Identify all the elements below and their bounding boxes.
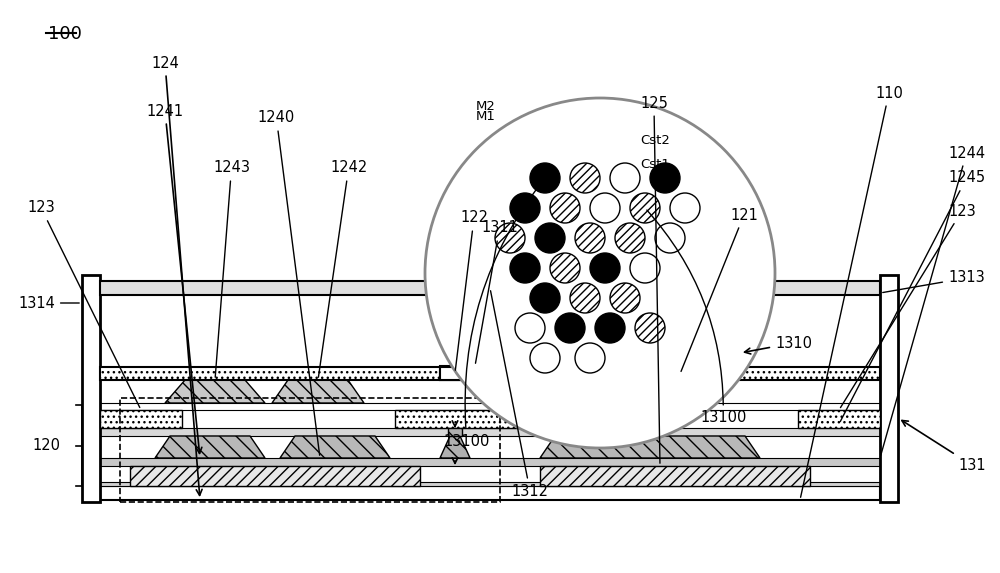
Circle shape [530, 343, 560, 373]
Circle shape [610, 163, 640, 193]
Bar [130, 466, 420, 486]
Circle shape [590, 193, 620, 223]
Bar [395, 410, 645, 428]
Bar [440, 366, 510, 380]
Circle shape [570, 163, 600, 193]
Text: 122: 122 [455, 210, 488, 370]
Bar [798, 410, 880, 428]
Text: 1314: 1314 [18, 296, 79, 311]
Text: 121: 121 [681, 207, 758, 371]
Circle shape [510, 253, 540, 283]
Circle shape [630, 193, 660, 223]
Text: M1: M1 [476, 111, 496, 124]
Circle shape [550, 253, 580, 283]
Text: 1313: 1313 [883, 270, 985, 293]
Text: M2: M2 [476, 100, 496, 113]
Polygon shape [272, 380, 364, 403]
Text: 100: 100 [48, 25, 82, 43]
Bar [100, 486, 880, 500]
Text: 110: 110 [801, 85, 903, 497]
Text: 13100: 13100 [647, 210, 746, 426]
Circle shape [530, 163, 560, 193]
Circle shape [590, 253, 620, 283]
Bar [100, 458, 880, 466]
Bar [440, 367, 510, 380]
Bar [880, 275, 898, 502]
Text: 123: 123 [840, 203, 976, 407]
Bar [100, 410, 182, 428]
Circle shape [610, 283, 640, 313]
Circle shape [630, 253, 660, 283]
Text: 1310: 1310 [745, 336, 812, 354]
Text: 1243: 1243 [213, 160, 250, 377]
Text: 1244: 1244 [881, 146, 985, 456]
Bar [120, 398, 500, 502]
Bar [100, 482, 880, 486]
Circle shape [575, 223, 605, 253]
Circle shape [570, 283, 600, 313]
Polygon shape [165, 380, 265, 403]
Circle shape [595, 313, 625, 343]
Bar [100, 281, 880, 295]
Text: 123: 123 [27, 201, 140, 407]
Circle shape [615, 223, 645, 253]
Text: 1311: 1311 [475, 221, 518, 363]
Circle shape [555, 313, 585, 343]
Text: 1240: 1240 [258, 111, 320, 455]
Text: 131: 131 [902, 421, 986, 473]
Text: 125: 125 [640, 96, 668, 463]
Text: Cst1: Cst1 [640, 159, 670, 171]
Bar [100, 403, 880, 410]
Circle shape [655, 223, 685, 253]
Polygon shape [155, 436, 265, 458]
Text: Cst2: Cst2 [640, 135, 670, 147]
Text: 124: 124 [151, 56, 202, 496]
Bar [100, 367, 880, 380]
Bar [540, 466, 810, 486]
Polygon shape [280, 436, 390, 458]
Circle shape [650, 163, 680, 193]
Text: 1245: 1245 [840, 171, 985, 422]
Polygon shape [440, 436, 470, 458]
Circle shape [530, 283, 560, 313]
Circle shape [635, 313, 665, 343]
Text: 1312: 1312 [491, 291, 548, 499]
Text: 1241: 1241 [146, 104, 202, 453]
Circle shape [535, 223, 565, 253]
Bar [82, 275, 100, 502]
Text: 120: 120 [32, 438, 60, 453]
Circle shape [510, 193, 540, 223]
Circle shape [515, 313, 545, 343]
Circle shape [425, 98, 775, 448]
Circle shape [575, 343, 605, 373]
Circle shape [670, 193, 700, 223]
Circle shape [495, 223, 525, 253]
Bar [448, 428, 462, 436]
Polygon shape [540, 436, 760, 458]
Bar [100, 428, 880, 436]
Circle shape [550, 193, 580, 223]
Text: 13100: 13100 [444, 180, 543, 449]
Text: 1242: 1242 [318, 160, 367, 377]
